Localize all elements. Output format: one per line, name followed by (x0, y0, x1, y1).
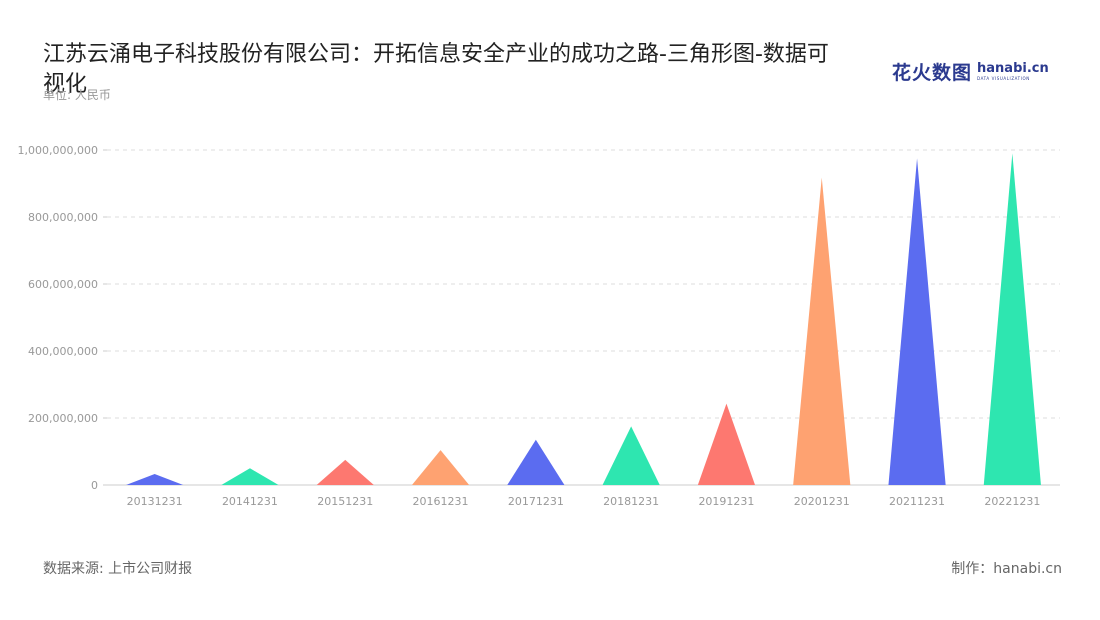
brand-logo-cn: 花火数图 (892, 62, 973, 84)
x-tick-label: 20161231 (413, 495, 469, 508)
x-tick-label: 20171231 (508, 495, 564, 508)
triangle-bar-20161231[interactable] (411, 450, 470, 485)
y-tick-label: 800,000,000 (28, 211, 98, 224)
unit-label: 单位: 人民币 (43, 88, 111, 102)
triangle-bar-20141231[interactable] (221, 468, 279, 485)
triangle-bar-20221231[interactable] (983, 153, 1041, 485)
data-source: 数据来源: 上市公司财报 (43, 561, 193, 577)
x-tick-label: 20221231 (984, 495, 1040, 508)
credit: 制作：hanabi.cn (951, 561, 1062, 577)
x-tick-label: 20131231 (127, 495, 183, 508)
brand-logo-sub: DATA VISUALIZATION (977, 76, 1030, 81)
triangle-bar-20191231[interactable] (697, 403, 756, 485)
x-tick-label: 20211231 (889, 495, 945, 508)
x-tick-label: 20191231 (698, 495, 754, 508)
x-tick-label: 20151231 (317, 495, 373, 508)
triangle-bar-20211231[interactable] (888, 158, 946, 485)
triangle-bar-20181231[interactable] (602, 426, 660, 485)
y-tick-label: 200,000,000 (28, 412, 98, 425)
triangle-bar-20201231[interactable] (793, 177, 851, 485)
y-tick-label: 400,000,000 (28, 345, 98, 358)
y-tick-label: 0 (91, 479, 98, 492)
brand-logo-en: hanabi.cn (977, 61, 1049, 76)
chart-title: 江苏云涌电子科技股份有限公司：开拓信息安全产业的成功之路-三角形图-数据可视化 (43, 42, 829, 97)
y-tick-label: 600,000,000 (28, 278, 98, 291)
x-tick-label: 20201231 (794, 495, 850, 508)
y-tick-label: 1,000,000,000 (18, 144, 98, 157)
brand-logo[interactable]: 花火数图 hanabi.cn DATA VISUALIZATION (892, 58, 1049, 85)
triangle-bar-20151231[interactable] (316, 459, 374, 485)
triangle-bar-20171231[interactable] (507, 439, 565, 485)
x-tick-label: 20181231 (603, 495, 659, 508)
x-tick-label: 20141231 (222, 495, 278, 508)
triangle-bar-20131231[interactable] (126, 473, 184, 485)
